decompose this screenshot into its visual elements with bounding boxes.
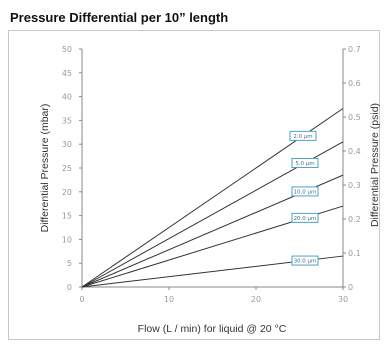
y-tick-label: 15	[62, 212, 72, 221]
y-tick-label: 40	[62, 93, 72, 102]
series-label-text: 30.0 µm	[294, 259, 317, 265]
y2-axis-label: Differential Pressure (psid)	[369, 103, 381, 227]
series-label-box	[291, 157, 319, 168]
series-label-text: 2.0 µm	[293, 134, 312, 140]
series-label-text: 20.0 µm	[294, 216, 317, 222]
y2-tick-label: 0	[348, 283, 353, 292]
y2-tick-label: 0.6	[348, 79, 361, 88]
axes-group: 0 5 10 15 20 25 30 35 40 45 50 0 0.1 0.2 0.3 0.4 0.5 0.6 0…	[62, 45, 361, 304]
x-axis-label: Flow (L / min) for liquid @ 20 °C	[138, 323, 287, 335]
x-tick-label: 10	[164, 295, 174, 304]
series-labels-group: 2.0 µm 5.0 µm 10.0 µm 20.0 µm 30.0 µm	[289, 130, 319, 266]
series-label-box	[291, 186, 319, 197]
y-tick-label: 50	[62, 45, 72, 54]
y-tick-label: 25	[62, 164, 72, 173]
y2-tick-label: 0.4	[348, 147, 361, 156]
y-axis-label: Differential Pressure (mbar)	[39, 104, 51, 233]
chart-frame	[8, 30, 380, 340]
y-tick-label: 10	[62, 235, 72, 244]
y-tick-label: 0	[67, 283, 72, 292]
series-label-text: 10.0 µm	[294, 189, 317, 195]
y2-tick-label: 0.3	[348, 181, 361, 190]
series-label-box	[291, 212, 319, 223]
series-label-box	[289, 130, 317, 141]
y2-tick-label: 0.5	[348, 113, 361, 122]
y2-tick-label: 0.7	[348, 45, 361, 54]
chart-title: Pressure Differential per 10” length	[10, 10, 229, 25]
series-label-box	[291, 255, 319, 266]
y-tick-label: 5	[67, 259, 72, 268]
series-label-text: 5.0 µm	[295, 161, 314, 167]
x-tick-label: 30	[338, 295, 348, 304]
y2-tick-label: 0.2	[348, 215, 361, 224]
x-tick-label: 20	[251, 295, 261, 304]
y-tick-label: 45	[62, 69, 72, 78]
y-tick-label: 35	[62, 116, 72, 125]
y-tick-label: 20	[62, 188, 72, 197]
x-tick-label: 0	[79, 295, 84, 304]
y2-tick-label: 0.1	[348, 249, 361, 258]
y-tick-label: 30	[62, 140, 72, 149]
